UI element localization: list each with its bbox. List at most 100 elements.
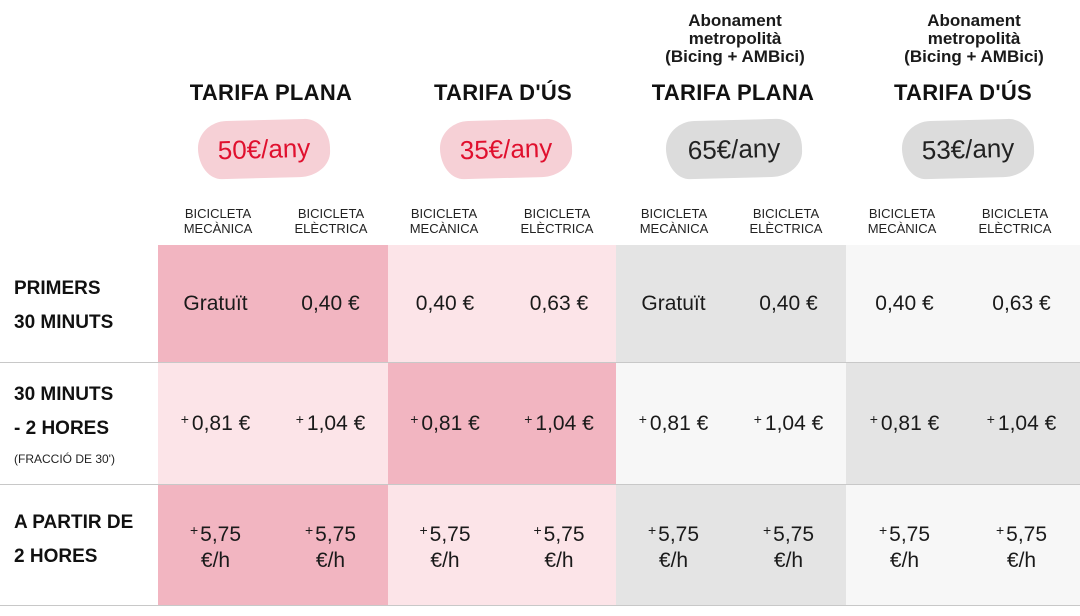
fee-value: 0,81 € (421, 412, 480, 435)
plus-sign: + (524, 411, 533, 427)
fee-unit: €/h (1006, 548, 1037, 572)
cell-bg (388, 363, 616, 484)
cell-bg (846, 485, 1080, 605)
row-label-30-to-2h: 30 MINUTS - 2 HORES (14, 384, 114, 439)
plus-sign: + (995, 521, 1005, 538)
plus-sign: + (878, 521, 888, 538)
price-badge-3: 65€/any (665, 118, 803, 180)
plus-sign: + (295, 411, 304, 427)
cell-bg (846, 363, 1080, 484)
fee-amount: 5,75 (429, 522, 471, 546)
plus-sign: + (638, 411, 647, 427)
colhead-elec-4: BICICLETA ELÈCTRICA (978, 206, 1052, 236)
row-divider (0, 362, 1080, 363)
fee-value: 0,40 € (759, 291, 818, 315)
plan-title-2: TARIFA D'ÚS (433, 80, 573, 105)
fee-amount: 5,75 (315, 522, 357, 546)
plus-sign: + (304, 521, 314, 538)
colhead-mech-4: BICICLETA MECÀNICA (867, 206, 937, 236)
price-badge-2: 35€/any (439, 118, 573, 180)
fee-value: 0,40 € (301, 291, 360, 315)
plus-sign: + (753, 411, 762, 427)
fee-amount: 5,75 (773, 522, 815, 546)
row-divider (0, 605, 1080, 606)
fee-value: Gratuït (641, 291, 706, 315)
fee-value: 0,81 € (649, 412, 709, 435)
row-label-after-2h: A PARTIR DE 2 HORES (14, 512, 134, 567)
fee-unit: €/h (773, 548, 804, 572)
cell-r3-c8: +5,75 €/h (963, 485, 1080, 605)
cell-r2-c7: +0,81 € (846, 363, 963, 484)
cell-r1-c5: Gratuït (616, 245, 731, 362)
plan-title-3: TARIFA PLANA (651, 80, 815, 105)
fee-amount: 5,75 (1006, 522, 1048, 546)
colhead-mech-3: BICICLETA MECÀNICA (639, 206, 709, 236)
fee-unit: €/h (544, 548, 574, 572)
cell-r2-c2: +1,04 € (273, 363, 388, 484)
row-label-first-30: PRIMERS 30 MINUTS (14, 278, 114, 333)
cell-r2-c4: +1,04 € (502, 363, 616, 484)
cell-r1-c1: Gratuït (158, 245, 273, 362)
cell-r3-c2: +5,75 €/h (273, 485, 388, 605)
fee-unit: €/h (658, 548, 689, 572)
cell-r1-c7: 0,40 € (846, 245, 963, 362)
cell-r1-c6: 0,40 € (731, 245, 846, 362)
fee-amount: 5,75 (658, 522, 700, 546)
plus-sign: + (533, 521, 542, 538)
row-sublabel-fraction: (FRACCIÓ DE 30') (14, 452, 115, 466)
fee-unit: €/h (430, 548, 460, 572)
cell-bg (158, 363, 388, 484)
plus-sign: + (762, 521, 772, 538)
row-divider (0, 484, 1080, 485)
fee-value: 0,63 € (529, 291, 589, 315)
colhead-elec-3: BICICLETA ELÈCTRICA (749, 206, 823, 236)
cell-r1-c8: 0,63 € (963, 245, 1080, 362)
plus-sign: + (189, 521, 199, 538)
fee-unit: €/h (889, 548, 920, 572)
fee-value: 0,40 € (415, 291, 475, 315)
price-badge-1: 50€/any (197, 118, 331, 180)
plus-sign: + (180, 411, 189, 427)
fee-value: 1,04 € (306, 412, 366, 435)
fee-amount: 5,75 (889, 522, 931, 546)
colhead-elec-1: BICICLETA ELÈCTRICA (294, 206, 368, 236)
fee-unit: €/h (315, 548, 346, 572)
metropolitan-note-2: Abonament metropolità (Bicing + AMBici) (904, 11, 1044, 66)
plus-sign: + (986, 411, 995, 427)
colhead-elec-2: BICICLETA ELÈCTRICA (520, 206, 594, 236)
fee-value: 1,04 € (535, 412, 594, 435)
cell-r1-c3: 0,40 € (388, 245, 502, 362)
fee-value: 0,63 € (992, 291, 1051, 315)
fee-value: 0,40 € (875, 291, 934, 315)
price-badge-4: 53€/any (901, 118, 1035, 180)
cell-bg (616, 485, 846, 605)
fee-amount: 5,75 (543, 522, 585, 546)
fee-value: 0,81 € (191, 412, 251, 435)
colhead-mech-2: BICICLETA MECÀNICA (409, 206, 479, 236)
cell-r3-c1: +5,75 €/h (158, 485, 273, 605)
cell-r3-c3: +5,75 €/h (388, 485, 502, 605)
cell-r3-c4: +5,75 €/h (502, 485, 616, 605)
cell-r3-c5: +5,75 €/h (616, 485, 731, 605)
cell-bg (158, 485, 388, 605)
plan-title-1: TARIFA PLANA (189, 80, 353, 105)
plus-sign: + (869, 411, 878, 427)
fee-value: Gratuït (183, 291, 248, 315)
cell-r3-c7: +5,75 €/h (846, 485, 963, 605)
fee-amount: 5,75 (200, 522, 242, 546)
cell-r2-c3: +0,81 € (388, 363, 502, 484)
cell-r2-c6: +1,04 € (731, 363, 846, 484)
cell-r1-c4: 0,63 € (502, 245, 616, 362)
cell-r3-c6: +5,75 €/h (731, 485, 846, 605)
cell-bg (846, 245, 1080, 362)
cell-r2-c8: +1,04 € (963, 363, 1080, 484)
cell-bg (388, 245, 616, 362)
plus-sign: + (419, 521, 428, 538)
plus-sign: + (647, 521, 657, 538)
cell-r2-c5: +0,81 € (616, 363, 731, 484)
cell-bg (616, 363, 846, 484)
fee-unit: €/h (200, 548, 231, 572)
cell-bg (616, 245, 846, 362)
fee-value: 1,04 € (764, 412, 824, 435)
fee-value: 0,81 € (880, 412, 940, 435)
